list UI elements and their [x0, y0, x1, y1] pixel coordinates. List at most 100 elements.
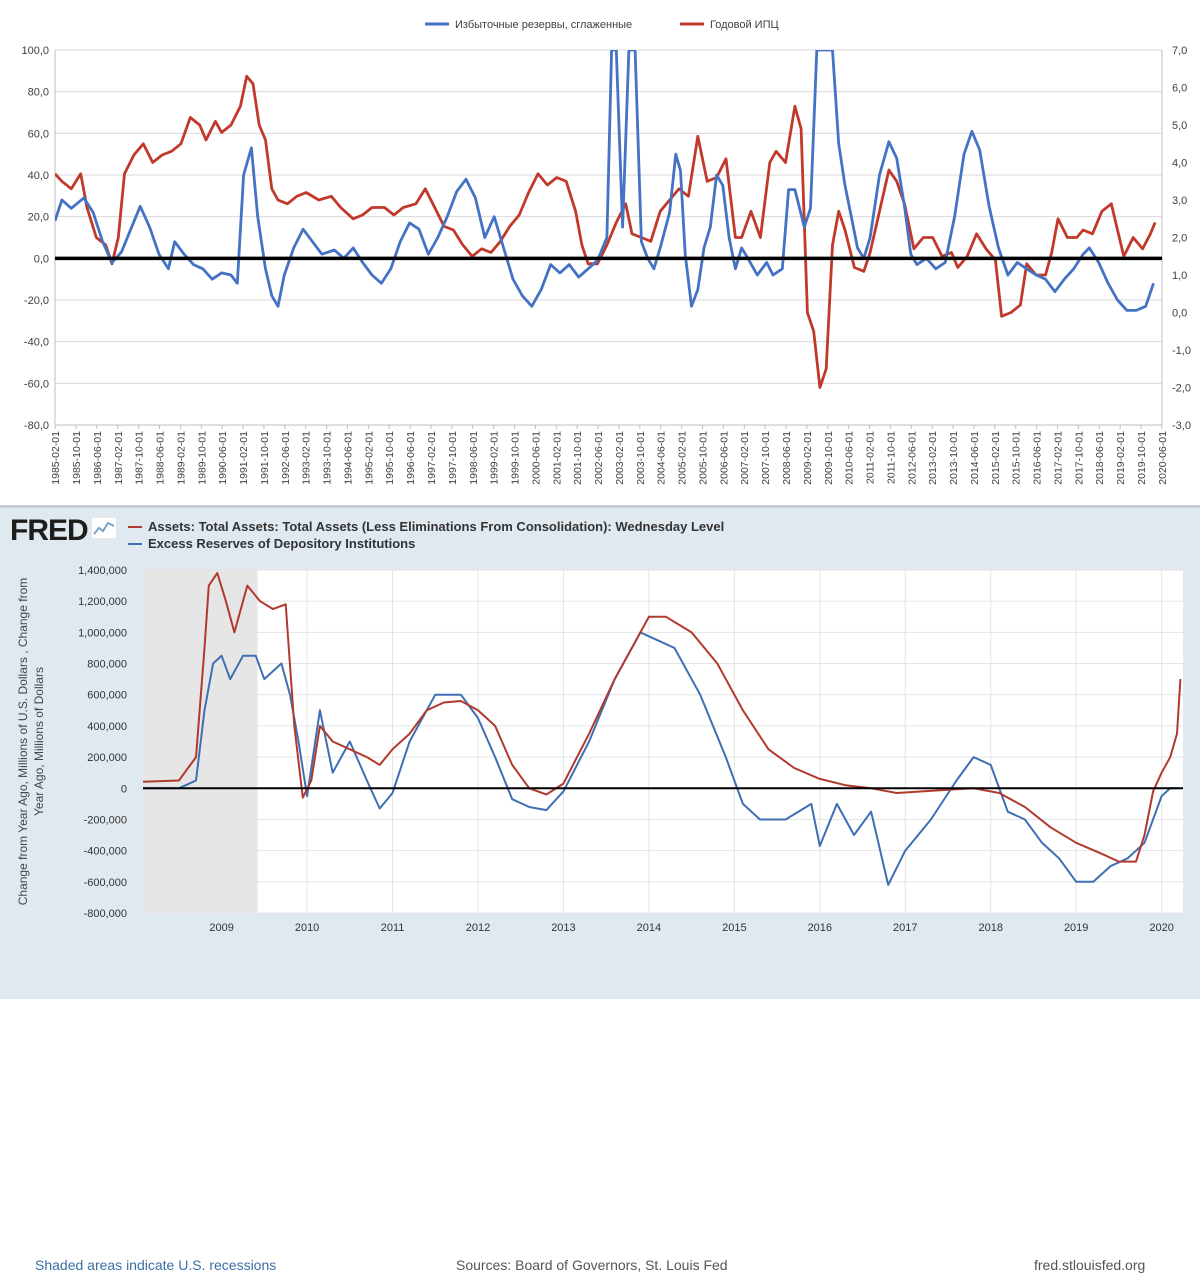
- y-tick-label-left: 20,0: [28, 212, 49, 224]
- x-tick-label: 2015-10-01: [1011, 431, 1023, 485]
- fred-logo-icon: [91, 517, 117, 539]
- x-tick-label: 1985-10-01: [71, 431, 83, 485]
- x-tick-label: 1991-02-01: [238, 431, 250, 485]
- x-tick-label: 2005-02-01: [677, 431, 689, 485]
- y-tick-label-right: 3,0: [1172, 195, 1187, 207]
- x-tick-label: 2020-06-01: [1157, 431, 1169, 485]
- y-tick-label-left: 100,0: [21, 45, 49, 57]
- y-tick-label-right: -2,0: [1172, 383, 1191, 395]
- y-tick-label-right: -3,0: [1172, 420, 1191, 432]
- recession-note-link[interactable]: Shaded areas indicate U.S. recessions: [35, 1257, 277, 1273]
- fred-legend-item-reserves[interactable]: Excess Reserves of Depository Institutio…: [128, 535, 724, 552]
- x-tick-label: 1985-02-01: [50, 431, 62, 485]
- x-tick-label: 2012-06-01: [906, 431, 918, 485]
- series-line-total-assets: [143, 572, 1182, 863]
- x-tick-label: 2011: [381, 922, 405, 934]
- y-axis-title-line2: Year Ago, Millions of Dollars: [32, 667, 46, 816]
- y-axis-title-line1: Change from Year Ago, Millions of U.S. D…: [16, 578, 30, 906]
- y-tick-label-left: -80,0: [24, 420, 49, 432]
- x-tick-label: 1999-02-01: [489, 431, 501, 485]
- y-tick-label-left: -60,0: [24, 378, 49, 390]
- x-tick-label: 1993-10-01: [322, 431, 334, 485]
- x-tick-label: 2001-10-01: [572, 431, 584, 485]
- y-tick-label-right: 2,0: [1172, 233, 1187, 245]
- x-tick-label: 2017-10-01: [1073, 431, 1085, 485]
- x-tick-label: 1987-02-01: [113, 431, 125, 485]
- x-tick-label: 1997-10-01: [447, 431, 459, 485]
- x-tick-label: 2000-06-01: [530, 431, 542, 485]
- y-tick-label-left: 60,0: [28, 128, 49, 140]
- x-tick-label: 2001-02-01: [551, 431, 563, 485]
- legend-swatch-blue: [128, 542, 142, 545]
- x-tick-label: 2019-10-01: [1136, 431, 1148, 485]
- x-tick-label: 2020: [1149, 922, 1173, 934]
- fred-logo[interactable]: FRED: [10, 514, 89, 547]
- x-tick-label: 2018-06-01: [1094, 431, 1106, 485]
- x-tick-label: 2010-06-01: [844, 431, 856, 485]
- x-tick-label: 2007-02-01: [739, 431, 751, 485]
- x-tick-label: 1992-06-01: [280, 431, 292, 485]
- y-tick-label-right: 4,0: [1172, 158, 1187, 170]
- x-tick-label: 2015: [722, 922, 746, 934]
- x-tick-label: 2009-10-01: [823, 431, 835, 485]
- y-tick-label: -400,000: [84, 846, 127, 858]
- x-tick-label: 1989-10-01: [196, 431, 208, 485]
- y-tick-label: 0: [121, 783, 127, 795]
- y-tick-label: 400,000: [87, 721, 127, 733]
- x-tick-label: 2009: [209, 922, 233, 934]
- x-tick-label: 2017: [893, 922, 917, 934]
- x-tick-label: 1995-10-01: [384, 431, 396, 485]
- y-tick-label-left: 80,0: [28, 87, 49, 99]
- x-tick-label: 2014-06-01: [969, 431, 981, 485]
- sources-note: Sources: Board of Governors, St. Louis F…: [456, 1257, 728, 1273]
- series-line-excess-reserves: [55, 50, 1155, 312]
- y-tick-label-left: -20,0: [24, 295, 49, 307]
- x-tick-label: 2002-06-01: [593, 431, 605, 485]
- x-tick-label: 1994-06-01: [342, 431, 354, 485]
- x-tick-label: 2011-10-01: [885, 431, 897, 484]
- x-tick-label: 2005-10-01: [697, 431, 709, 485]
- x-tick-label: 2016-06-01: [1032, 431, 1044, 485]
- y-tick-label-right: 0,0: [1172, 308, 1187, 320]
- x-tick-label: 1991-10-01: [259, 431, 271, 485]
- x-tick-label: 2007-10-01: [760, 431, 772, 485]
- series-line-excess-reserves: [143, 631, 1179, 886]
- x-tick-label: 1996-06-01: [405, 431, 417, 485]
- series-line-cpi: [55, 74, 1157, 389]
- x-tick-label: 2019: [1064, 922, 1088, 934]
- x-tick-label: 2013-02-01: [927, 431, 939, 485]
- x-tick-label: 2014: [637, 922, 661, 934]
- y-tick-label-left: 0,0: [34, 253, 49, 265]
- y-tick-label-right: 5,0: [1172, 120, 1187, 132]
- x-tick-label: 1999-10-01: [510, 431, 522, 485]
- y-tick-label-right: 6,0: [1172, 83, 1187, 95]
- y-tick-label: 1,000,000: [78, 627, 127, 639]
- y-tick-label-right: 7,0: [1172, 45, 1187, 57]
- fred-legend: Assets: Total Assets: Total Assets (Less…: [128, 518, 724, 552]
- x-tick-label: 1990-06-01: [217, 431, 229, 485]
- x-tick-label: 2019-02-01: [1115, 431, 1127, 485]
- x-tick-label: 1988-06-01: [155, 431, 167, 485]
- x-tick-label: 1993-02-01: [301, 431, 313, 485]
- y-tick-label-left: -40,0: [24, 337, 49, 349]
- y-tick-label: -800,000: [84, 908, 127, 920]
- x-tick-label: 2013-10-01: [948, 431, 960, 485]
- x-tick-label: 1987-10-01: [134, 431, 146, 485]
- x-tick-label: 2013: [551, 922, 575, 934]
- x-tick-label: 2011-02-01: [865, 431, 877, 484]
- top-chart-svg: 100,0 80,0 60,0 40,0 20,0 0,0 -20,0 -40,0 -60,0 -…: [21, 19, 1191, 485]
- legend-label-assets: Assets: Total Assets: Total Assets (Less…: [148, 519, 725, 534]
- fred-legend-item-assets[interactable]: Assets: Total Assets: Total Assets (Less…: [128, 518, 724, 535]
- x-tick-label: 2003-02-01: [614, 431, 626, 485]
- fred-url[interactable]: fred.stlouisfed.org: [1034, 1257, 1146, 1273]
- plot-area: [143, 570, 1183, 913]
- x-tick-label: 2016: [808, 922, 832, 934]
- x-tick-label: 1989-02-01: [175, 431, 187, 485]
- legend-label-cpi: Годовой ИПЦ: [710, 19, 779, 31]
- x-tick-label: 1997-02-01: [426, 431, 438, 485]
- y-tick-label: -200,000: [84, 814, 127, 826]
- y-tick-label-left: 40,0: [28, 170, 49, 182]
- panel-divider: [0, 505, 1200, 508]
- x-tick-label: 2012: [466, 922, 490, 934]
- y-tick-label: -600,000: [84, 877, 127, 889]
